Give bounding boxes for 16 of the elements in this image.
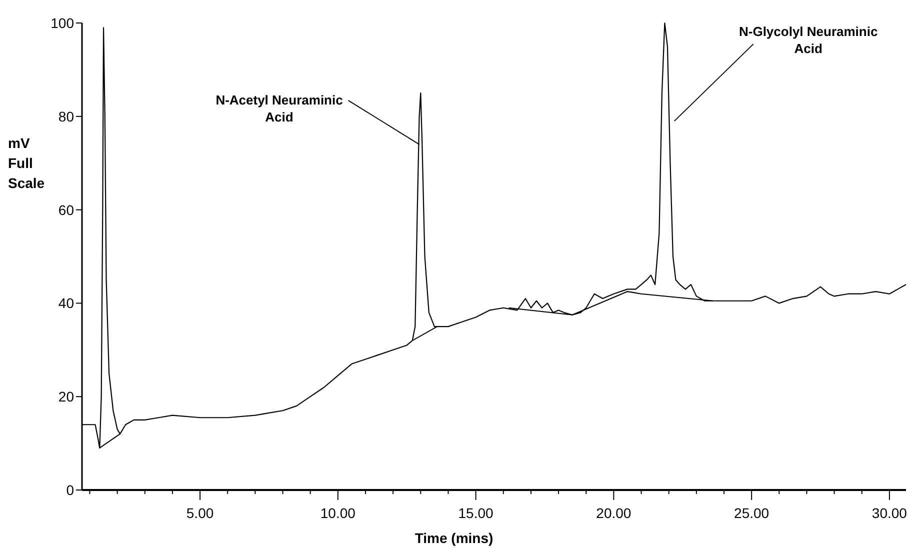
x-tick-label: 20.00 <box>596 505 632 521</box>
x-tick-label: 5.00 <box>186 505 214 521</box>
y-tick-label: 80 <box>58 108 74 124</box>
x-tick-label: 30.00 <box>872 505 908 521</box>
y-tick-label: 100 <box>50 15 74 31</box>
x-tick-label: 10.00 <box>320 505 356 521</box>
x-tick-label: 25.00 <box>734 505 770 521</box>
y-tick-label: 0 <box>66 482 74 498</box>
x-tick-label: 15.00 <box>458 505 494 521</box>
annotation: N-Acetyl Neuraminic Acid <box>216 92 343 124</box>
y-tick-label: 20 <box>58 388 74 405</box>
annotation: N-Glycolyl Neuraminic Acid <box>738 24 878 56</box>
y-tick-label: 60 <box>58 202 74 218</box>
y-tick-label: 40 <box>58 295 74 312</box>
x-axis-title: Time (mins) <box>414 530 494 546</box>
y-axis-title: mV Full Scale <box>8 135 45 191</box>
